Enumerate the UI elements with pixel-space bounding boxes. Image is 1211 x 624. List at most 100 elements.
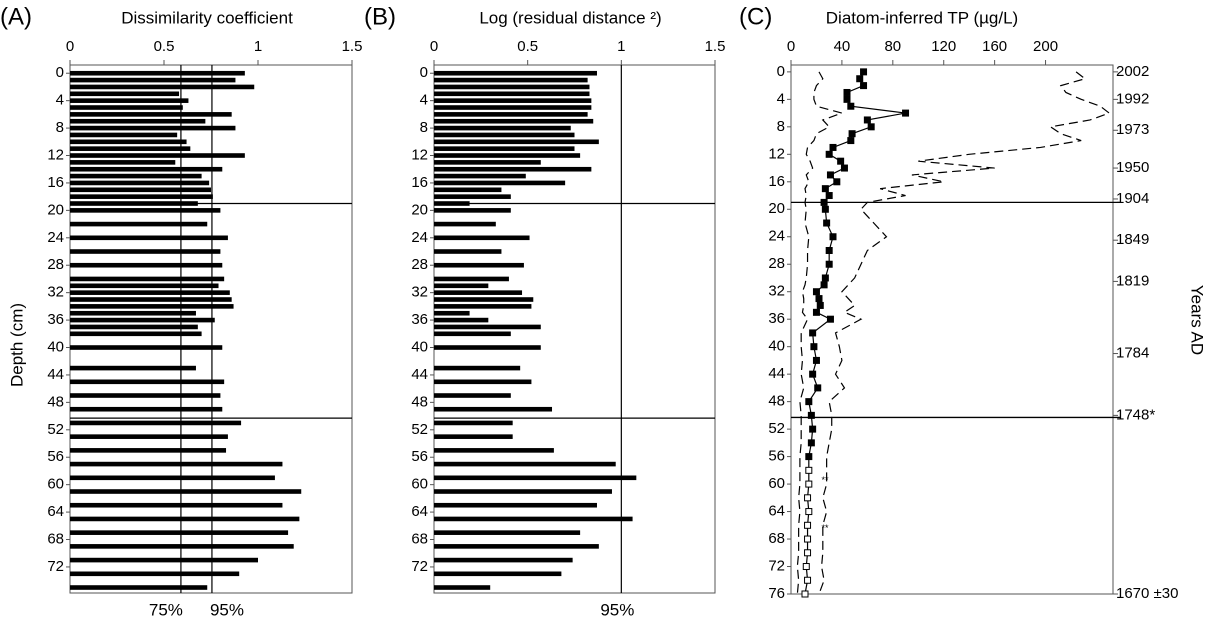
tp-marker: [863, 116, 871, 124]
bar: [70, 516, 300, 522]
y-tick-label: 0: [777, 63, 785, 80]
bar: [70, 448, 227, 453]
y-tick-label: 20: [47, 201, 64, 218]
y-tick-label: 12: [768, 145, 785, 162]
bar: [434, 516, 633, 522]
bar: [70, 276, 225, 282]
y-tick-label: 64: [47, 503, 64, 520]
bar: [70, 84, 255, 90]
bar: [434, 304, 532, 309]
x-tick-label: 1.5: [705, 38, 726, 55]
bar: [434, 91, 590, 97]
y-tick-label: 40: [768, 338, 785, 355]
bar: [70, 324, 198, 330]
tp-marker: [804, 576, 812, 584]
bar: [434, 208, 511, 213]
bar: [70, 160, 176, 165]
tp-marker: [801, 590, 809, 598]
bar: [70, 139, 187, 145]
bar: [434, 557, 573, 563]
tp-marker: [826, 171, 834, 179]
y2-tick-label: 2002: [1116, 63, 1149, 80]
bar: [434, 70, 597, 76]
y-tick-label: 20: [411, 201, 428, 218]
bar: [70, 194, 213, 199]
tp-marker: [860, 68, 868, 76]
y-tick-label: 64: [768, 503, 785, 520]
threshold-label: 95%: [210, 600, 244, 619]
bar: [70, 118, 206, 124]
bar: [70, 235, 228, 241]
y-tick-label: 28: [768, 255, 785, 272]
tp-marker: [843, 88, 851, 96]
bar: [70, 406, 223, 412]
tp-marker: [805, 466, 813, 474]
y-tick-label: 28: [47, 256, 64, 273]
tp-marker: [804, 549, 812, 557]
y-tick-label: 16: [768, 173, 785, 190]
bar: [70, 125, 236, 131]
y-tick-label: 72: [47, 558, 64, 575]
y2-tick-label: 1950: [1116, 159, 1149, 176]
bar: [70, 489, 302, 494]
tp-marker: [837, 157, 845, 165]
bar: [70, 310, 196, 316]
bar: [70, 557, 258, 563]
bar: [70, 502, 283, 508]
tp-marker: [840, 164, 848, 172]
y-tick-label: 44: [47, 366, 64, 383]
panel-title: Log (residual distance ²): [479, 8, 661, 27]
y-tick-label: 24: [47, 229, 64, 246]
tp-marker: [820, 281, 828, 289]
y-tick-label: 32: [768, 283, 785, 300]
bar: [434, 393, 511, 398]
bar: [434, 180, 566, 186]
plot-frame: [790, 64, 1114, 595]
bar: [434, 345, 541, 350]
y-tick-label: 24: [411, 229, 428, 246]
y-tick-label: 68: [768, 530, 785, 547]
x-tick-label: 160: [982, 38, 1007, 55]
tp-marker: [812, 288, 820, 296]
y-tick-label: 4: [420, 92, 428, 109]
bar: [434, 84, 590, 90]
y-tick-label: 48: [768, 393, 785, 410]
bar: [434, 125, 571, 131]
bar: [434, 276, 509, 282]
panel-label: (A): [0, 3, 32, 30]
bar: [434, 290, 523, 295]
tp-marker: [804, 494, 812, 502]
bar: [434, 475, 637, 481]
bar: [434, 406, 553, 412]
y-tick-label: 36: [47, 311, 64, 328]
bar: [70, 173, 202, 179]
tp-marker: [805, 453, 813, 461]
bar: [70, 249, 221, 254]
bar: [434, 153, 581, 158]
panel-label: (C): [739, 3, 772, 30]
bar: [434, 187, 502, 193]
bar: [70, 317, 215, 323]
bar: [434, 166, 592, 172]
bar: [434, 420, 513, 426]
y-tick-label: 28: [411, 256, 428, 273]
y2-tick-label: 1973: [1116, 121, 1149, 138]
bar: [70, 70, 245, 76]
bar: [70, 208, 221, 213]
x-tick-label: 0: [66, 38, 74, 55]
bar: [434, 112, 588, 117]
tp-marker: [807, 411, 815, 419]
y-tick-label: 40: [47, 338, 64, 355]
bar: [434, 324, 541, 330]
bar: [434, 530, 581, 535]
tp-marker: [833, 178, 841, 186]
bar: [434, 317, 489, 323]
y-tick-label: 56: [47, 448, 64, 465]
tp-marker: [802, 563, 810, 571]
bar: [70, 290, 230, 295]
bar: [70, 132, 178, 138]
bar: [434, 201, 470, 206]
y-tick-label: 0: [420, 64, 428, 81]
bar: [70, 461, 283, 467]
bar: [434, 262, 524, 268]
